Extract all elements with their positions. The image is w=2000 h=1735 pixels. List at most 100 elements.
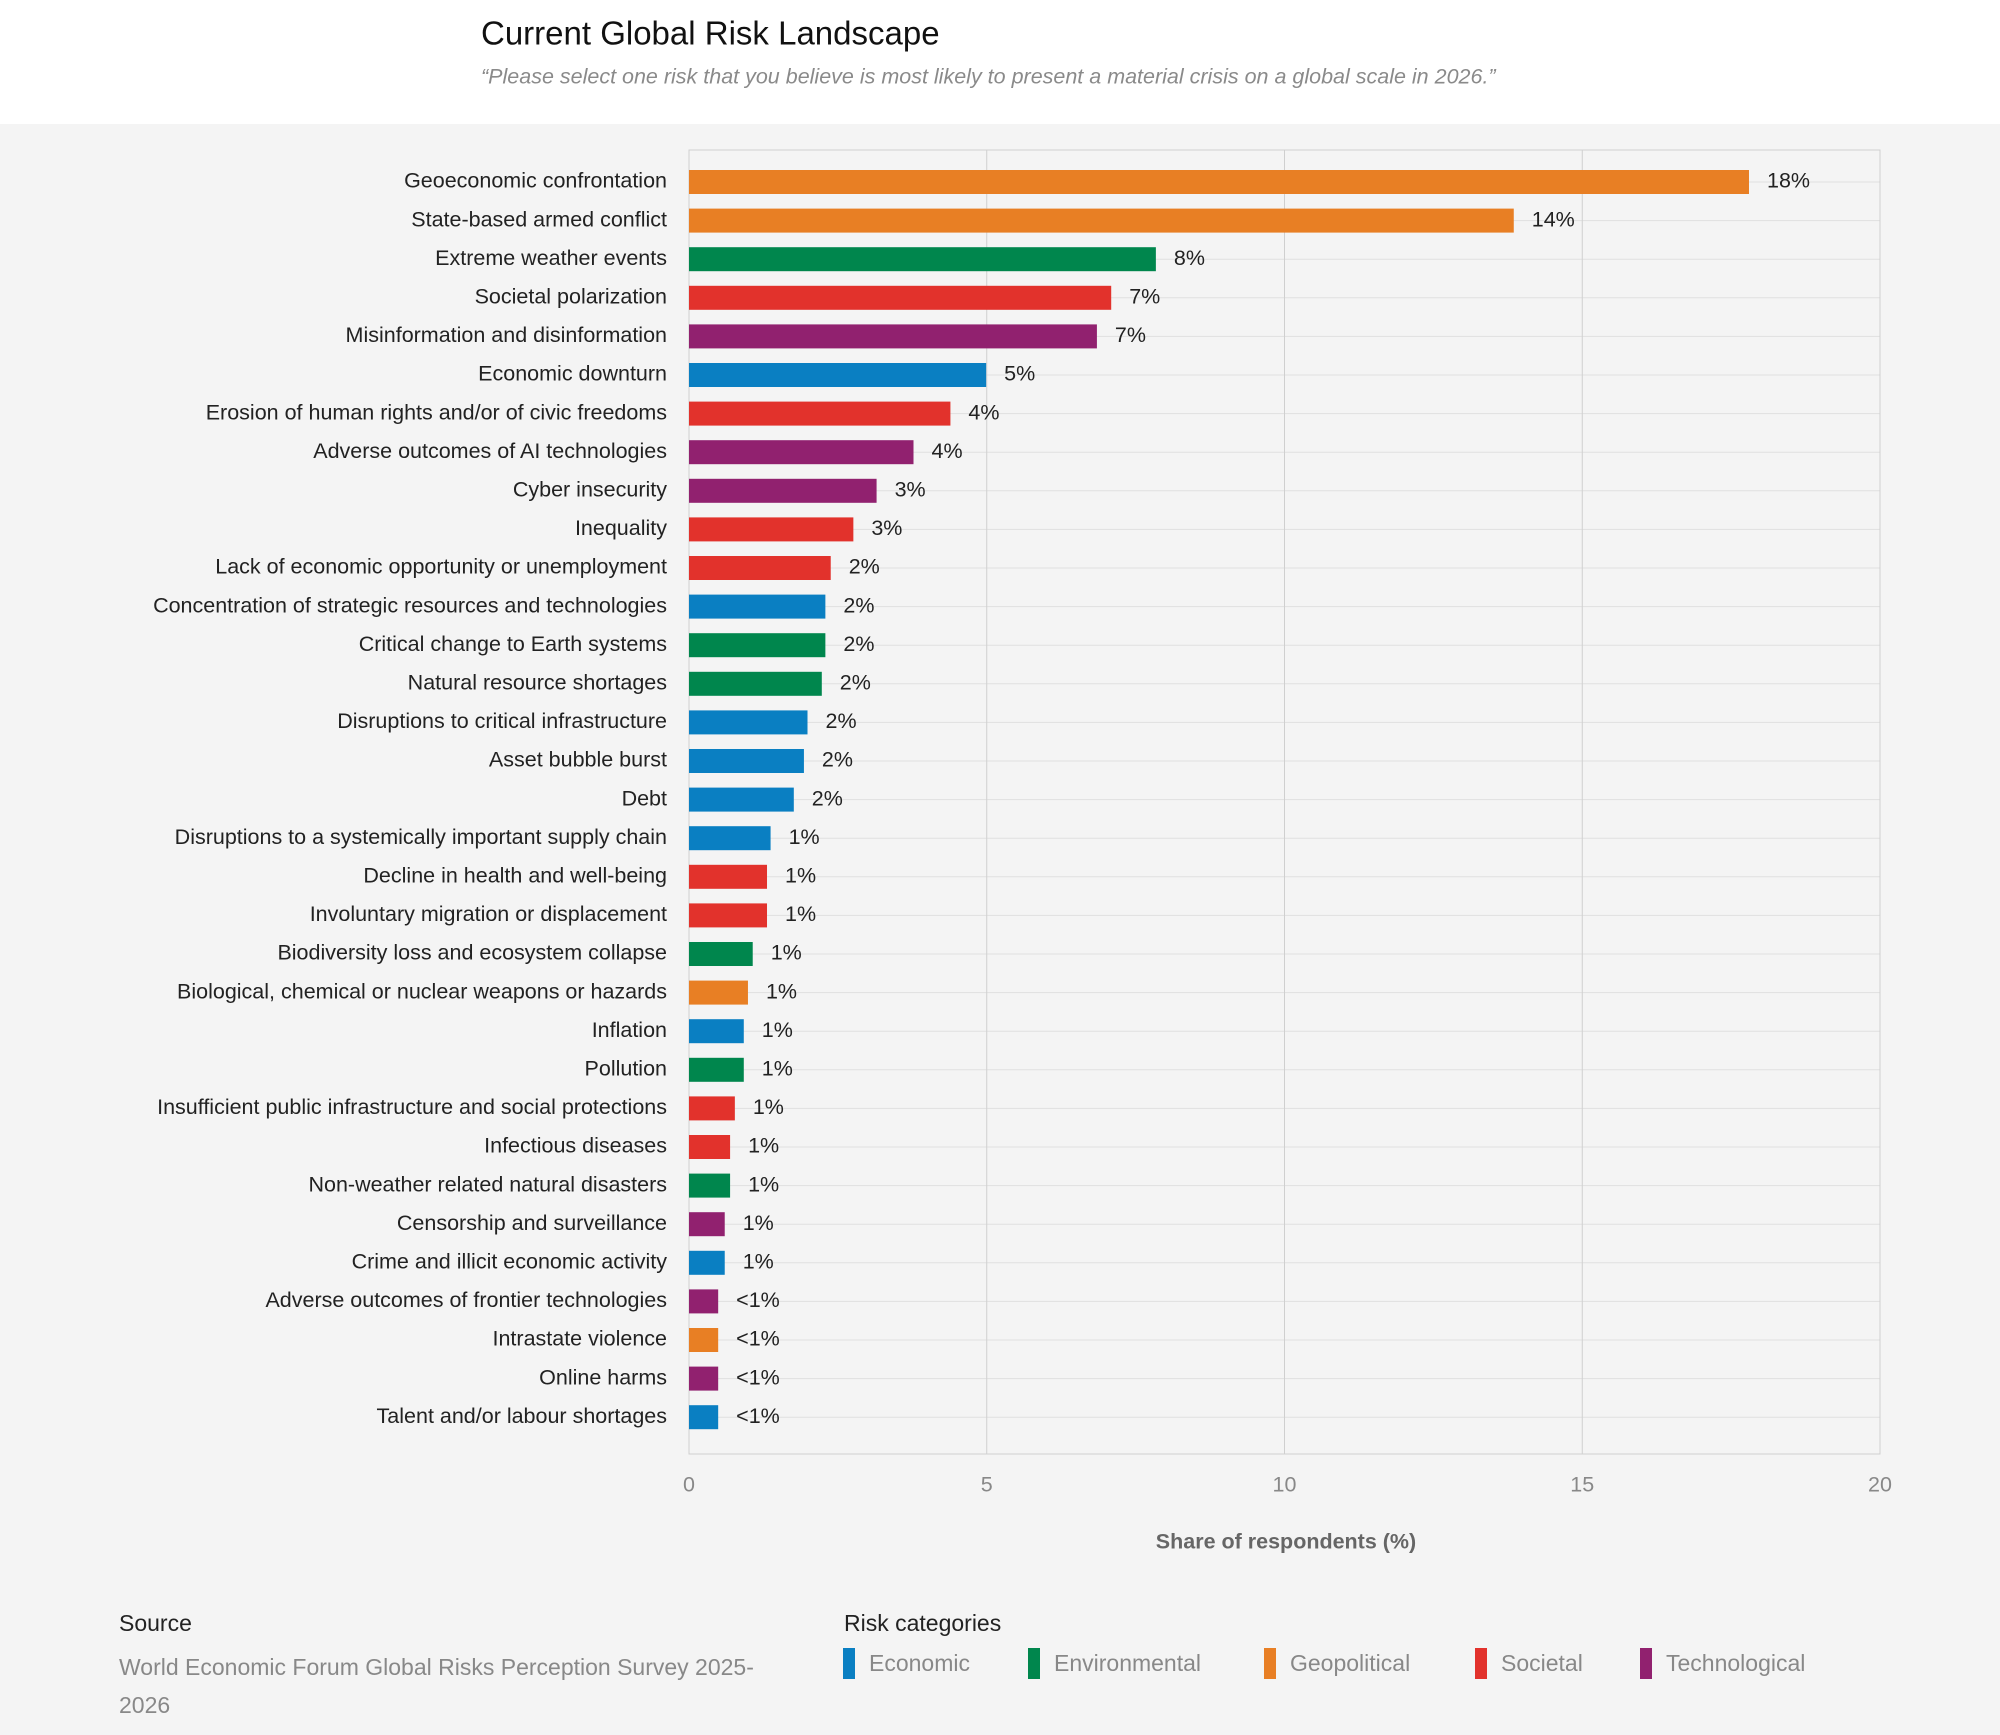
bar xyxy=(689,1250,725,1275)
y-tick-label: Erosion of human rights and/or of civic … xyxy=(206,400,667,424)
value-label: 1% xyxy=(743,1211,774,1235)
value-label: 1% xyxy=(762,1018,793,1042)
value-label: 14% xyxy=(1532,207,1575,231)
x-tick-label: 0 xyxy=(683,1473,695,1497)
value-label: 7% xyxy=(1129,284,1160,308)
value-label: 1% xyxy=(789,825,820,849)
value-label: 3% xyxy=(871,516,902,540)
bar xyxy=(689,903,768,928)
legend: Economic Environmental Geopolitical Societa… xyxy=(843,1646,1840,1680)
bar xyxy=(689,942,753,966)
bar xyxy=(689,1405,719,1430)
legend-swatch xyxy=(1640,1647,1652,1679)
bar xyxy=(689,1289,719,1314)
y-tick-label: Natural resource shortages xyxy=(408,670,667,694)
legend-swatch xyxy=(1264,1647,1276,1679)
bar xyxy=(689,1135,731,1159)
value-label: 4% xyxy=(932,439,963,463)
bar xyxy=(689,363,987,387)
y-tick-label: Inflation xyxy=(592,1018,667,1042)
y-tick-label: Misinformation and disinformation xyxy=(346,323,667,347)
bar xyxy=(689,594,826,619)
y-tick-label: Concentration of strategic resources and… xyxy=(153,593,667,617)
bar xyxy=(689,1366,719,1391)
bar xyxy=(689,633,826,658)
y-tick-label: State-based armed conflict xyxy=(411,207,667,231)
value-label: <1% xyxy=(736,1404,780,1428)
y-tick-label: Insufficient public infrastructure and s… xyxy=(157,1095,667,1119)
value-label: 7% xyxy=(1115,323,1146,347)
y-tick-label: Crime and illicit economic activity xyxy=(352,1249,668,1273)
y-tick-label: Adverse outcomes of AI technologies xyxy=(313,439,667,463)
bar xyxy=(689,710,808,735)
bar xyxy=(689,324,1097,349)
legend-label: Environmental xyxy=(1054,1649,1202,1676)
value-label: 18% xyxy=(1767,169,1810,193)
y-tick-label: Economic downturn xyxy=(478,362,667,386)
y-tick-label: Disruptions to critical infrastructure xyxy=(337,709,667,733)
y-tick-label: Biodiversity loss and ecosystem collapse xyxy=(277,941,667,965)
value-label: 1% xyxy=(743,1249,774,1273)
bar xyxy=(689,1212,725,1237)
value-label: 2% xyxy=(812,786,843,810)
bar xyxy=(689,247,1156,272)
legend-item: Technological xyxy=(1640,1646,1840,1680)
y-tick-label: Adverse outcomes of frontier technologie… xyxy=(265,1288,667,1312)
value-label: <1% xyxy=(736,1327,780,1351)
legend-swatch xyxy=(1028,1647,1040,1679)
bar xyxy=(689,208,1514,233)
source-title: Source xyxy=(119,1610,192,1636)
legend-item: Economic xyxy=(843,1646,1028,1680)
legend-label: Geopolitical xyxy=(1290,1649,1411,1676)
value-label: 1% xyxy=(785,863,816,887)
bar xyxy=(689,980,748,1005)
y-tick-label: Infectious diseases xyxy=(484,1134,667,1158)
x-tick-label: 10 xyxy=(1273,1473,1297,1497)
y-tick-label: Decline in health and well-being xyxy=(363,863,667,887)
y-tick-label: Asset bubble burst xyxy=(489,748,667,772)
x-tick-label: 5 xyxy=(981,1473,993,1497)
legend-title: Risk categories xyxy=(844,1610,1002,1636)
value-label: 4% xyxy=(968,400,999,424)
legend-swatch xyxy=(1475,1647,1487,1679)
y-tick-label: Geoeconomic confrontation xyxy=(404,169,667,193)
bar xyxy=(689,864,768,889)
y-tick-label: Online harms xyxy=(539,1365,667,1389)
legend-item: Societal xyxy=(1475,1646,1640,1680)
x-axis-title: Share of respondents (%) xyxy=(1156,1530,1416,1554)
legend-item: Environmental xyxy=(1028,1646,1264,1680)
bar xyxy=(689,787,794,812)
source-text: World Economic Forum Global Risks Percep… xyxy=(119,1654,754,1718)
y-tick-label: Cyber insecurity xyxy=(513,477,667,501)
y-tick-label: Involuntary migration or displacement xyxy=(310,902,667,926)
bar xyxy=(689,556,831,580)
bar xyxy=(689,1328,719,1352)
chart-background xyxy=(0,124,2000,1735)
value-label: 1% xyxy=(771,941,802,965)
y-tick-label: Debt xyxy=(622,786,667,810)
y-tick-label: Pollution xyxy=(585,1056,667,1080)
value-label: 3% xyxy=(895,477,926,501)
value-label: <1% xyxy=(736,1288,780,1312)
y-tick-label: Talent and/or labour shortages xyxy=(377,1404,667,1428)
legend-item: Geopolitical xyxy=(1264,1646,1475,1680)
y-tick-label: Censorship and surveillance xyxy=(397,1211,667,1235)
y-tick-label: Intrastate violence xyxy=(493,1327,668,1351)
bar xyxy=(689,285,1112,310)
bar xyxy=(689,1057,744,1082)
bar xyxy=(689,517,854,542)
bar xyxy=(689,671,822,696)
value-label: 1% xyxy=(748,1134,779,1158)
y-tick-label: Inequality xyxy=(575,516,667,540)
value-label: 1% xyxy=(785,902,816,926)
bar xyxy=(689,170,1749,194)
value-label: 1% xyxy=(753,1095,784,1119)
chart-title: Current Global Risk Landscape xyxy=(481,15,940,52)
legend-swatch xyxy=(843,1647,855,1679)
bar xyxy=(689,826,771,851)
bar xyxy=(689,1019,744,1044)
bar xyxy=(689,1096,735,1121)
value-label: 2% xyxy=(840,670,871,694)
